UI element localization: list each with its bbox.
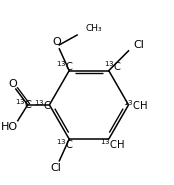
Text: $^{13}$C: $^{13}$C <box>104 59 122 73</box>
Text: O: O <box>52 37 61 47</box>
Text: $^{13}$CH: $^{13}$CH <box>123 98 148 112</box>
Text: O: O <box>9 79 17 89</box>
Text: $^{13}$CH: $^{13}$CH <box>100 137 125 151</box>
Text: $^{13}$C: $^{13}$C <box>56 59 74 73</box>
Text: Cl: Cl <box>133 40 144 50</box>
Text: HO: HO <box>1 122 18 132</box>
Text: Cl: Cl <box>50 163 61 173</box>
Text: $^{13}$C: $^{13}$C <box>15 97 33 111</box>
Text: $^{13}$C: $^{13}$C <box>34 98 51 112</box>
Text: CH₃: CH₃ <box>85 24 102 33</box>
Text: $^{13}$C: $^{13}$C <box>56 137 74 151</box>
